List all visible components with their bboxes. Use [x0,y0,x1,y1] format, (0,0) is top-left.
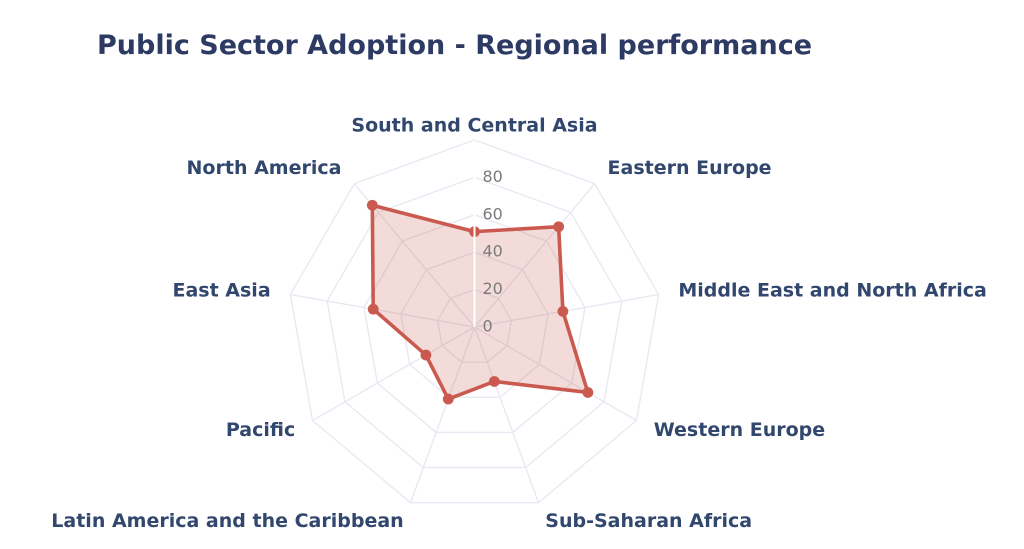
grid-spoke [409,326,476,503]
axis-label-eastern-europe: Eastern Europe [608,157,772,179]
axis-label-pacific: Pacific [226,419,295,441]
data-point-sub-saharan-africa [488,376,500,387]
radial-tick-labels: 0 20 40 60 80 [483,167,503,336]
axis-label-western-europe: Western Europe [654,419,825,441]
axis-label-sub-saharan-africa: Sub-Saharan Africa [545,510,752,532]
data-series-polygon [370,203,590,401]
data-series [366,199,594,405]
axis-labels: South and Central Asia Eastern Europe Midd… [51,115,987,533]
grid-spoke [312,326,475,422]
radial-tick-label-40: 40 [483,242,503,261]
data-point-north-america [366,199,378,211]
grid-spoke [473,326,540,503]
data-point-latin-america-and-the-caribbean [442,393,454,405]
axis-label-south-and-central-asia: South and Central Asia [351,115,597,137]
data-point-east-asia [367,303,379,315]
grid-ring [326,176,623,469]
radial-tick-label-80: 80 [483,167,503,186]
grid-ring [289,139,660,504]
radial-tick-label-0: 0 [483,317,493,336]
grid-ring [400,251,549,398]
axis-label-north-america: North America [187,157,342,179]
radial-tick-label-20: 20 [483,279,503,298]
grid-ring [436,288,513,363]
grid-spoke [474,326,637,422]
grid-ring [363,214,586,434]
data-point-western-europe [582,387,594,398]
axis-label-east-asia: East Asia [172,280,270,302]
data-point-middle-east-and-north-africa [557,306,569,317]
data-point-pacific [420,349,432,361]
grid-spoke [290,293,475,328]
radial-tick-label-60: 60 [483,204,503,223]
data-point-eastern-europe [553,221,565,233]
grid-spoke [473,183,596,328]
axis-label-latin-america-and-the-caribbean: Latin America and the Caribbean [51,510,403,532]
chart-title: Public Sector Adoption - Regional perfor… [97,30,813,61]
axis-label-middle-east-and-north-africa: Middle East and North Africa [678,280,987,302]
